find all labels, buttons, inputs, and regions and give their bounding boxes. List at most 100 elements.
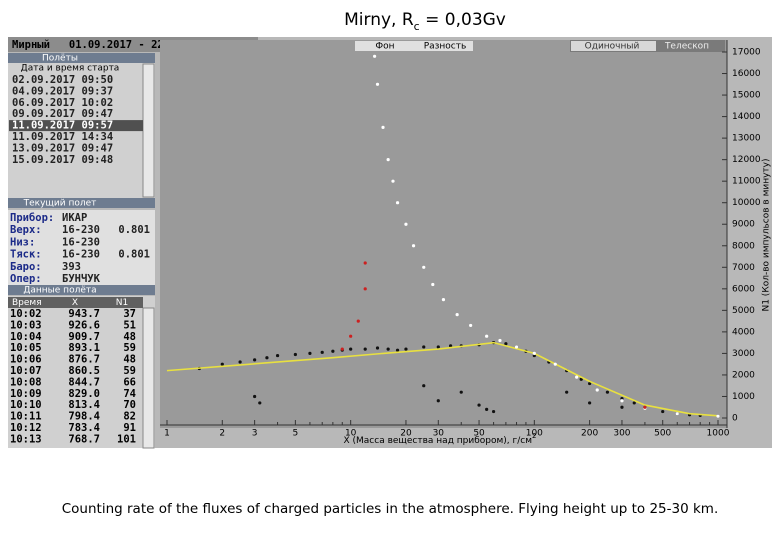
data-cell: 10:13: [10, 433, 42, 445]
data-cell: 10:04: [10, 331, 42, 343]
data-cell: 10:07: [10, 365, 42, 377]
page-title: Mirny, Rc = 0,03Gv: [344, 10, 506, 33]
data-point: [422, 384, 426, 388]
data-point: [643, 405, 647, 409]
data-point: [575, 375, 579, 379]
data-cell: 10:11: [10, 411, 42, 423]
cf-label: Тяск:: [10, 249, 42, 261]
data-point: [349, 347, 353, 351]
tab[interactable]: Разность: [424, 42, 467, 52]
data-point: [363, 261, 367, 265]
data-point: [565, 390, 569, 394]
mode-tab[interactable]: Одиночный: [585, 42, 640, 52]
title-sub: c: [414, 20, 420, 33]
data-point: [395, 348, 400, 352]
data-point: [404, 347, 408, 351]
data-cell: 860.5: [68, 365, 100, 377]
y-tick-label: 6000: [732, 284, 755, 294]
flight-row[interactable]: 13.09.2017 09:47: [12, 142, 113, 154]
data-cell: 10:09: [10, 388, 42, 400]
flight-row[interactable]: 09.09.2017 09:47: [12, 108, 113, 120]
flight-row[interactable]: 06.09.2017 10:02: [12, 97, 113, 109]
cf-value: 16-230: [62, 236, 100, 248]
data-cell: 829.0: [68, 388, 100, 400]
y-tick-label: 1000: [732, 392, 755, 402]
data-point: [485, 407, 489, 411]
x-tick-label: 5: [293, 429, 299, 439]
data-point: [373, 54, 377, 58]
data-cell: 59: [123, 365, 136, 377]
data-cell: 51: [123, 319, 136, 331]
x-tick-label: 1: [164, 429, 170, 439]
data-cell: 48: [123, 331, 136, 343]
caption: Counting rate of the fluxes of charged p…: [62, 501, 719, 517]
cf-label: Баро:: [10, 261, 42, 273]
y-tick-label: 13000: [732, 134, 761, 144]
x-label-sup: 2: [532, 432, 536, 440]
data-point: [386, 347, 390, 351]
mode-tab[interactable]: Телескоп: [664, 42, 709, 52]
flight-row[interactable]: 11.09.2017 09:57: [12, 120, 113, 132]
x-tick-label: 500: [654, 429, 671, 439]
data-cell: 74: [123, 388, 136, 400]
data-cell: 10:10: [10, 399, 42, 411]
x-tick-label: 100: [526, 429, 543, 439]
data-point: [320, 350, 324, 354]
cf-value: 16-230: [62, 249, 100, 261]
data-cell: 37: [123, 308, 136, 320]
data-cell: 10:05: [10, 342, 42, 354]
data-cell: 844.7: [68, 376, 100, 388]
x-axis-title: X (Масса вещества над прибором), г/см2: [343, 432, 536, 446]
data-cell: 783.4: [68, 422, 100, 434]
y-tick-label: 10000: [732, 198, 761, 208]
y-tick-label: 2000: [732, 370, 755, 380]
fit-line: [166, 341, 719, 417]
data-cell: 893.1: [68, 342, 100, 354]
column-header: X: [72, 298, 78, 308]
data-point: [363, 287, 367, 291]
section-title: Данные полёта: [23, 286, 96, 296]
x-tick-label: 3: [252, 429, 258, 439]
y-axis-title: N1 (Кол-во импульсов в минуту): [762, 158, 772, 311]
cf-value: 393: [62, 261, 81, 273]
table-header: [8, 297, 143, 308]
data-cell: 768.7: [68, 433, 100, 445]
cf-extra: 0.801: [118, 249, 150, 261]
scrollbar[interactable]: [142, 63, 155, 198]
cf-label: Прибор:: [10, 212, 54, 224]
data-point: [605, 390, 610, 394]
data-point: [411, 244, 416, 248]
y-tick-label: 15000: [732, 91, 761, 101]
data-point: [595, 388, 599, 392]
x-tick-label: 50: [473, 429, 485, 439]
data-point: [253, 358, 257, 362]
data-point: [375, 346, 380, 350]
y-tick-label: 7000: [732, 263, 755, 273]
flight-row[interactable]: 04.09.2017 09:37: [12, 85, 113, 97]
data-point: [477, 403, 481, 407]
data-point: [588, 401, 592, 405]
y-tick-label: 12000: [732, 155, 761, 165]
x-tick-label: 300: [613, 429, 630, 439]
flight-row[interactable]: 02.09.2017 09:50: [12, 74, 113, 86]
scrollbar[interactable]: [142, 307, 155, 449]
data-point: [220, 362, 224, 366]
flight-row[interactable]: 15.09.2017 09:48: [12, 154, 113, 166]
y-tick-label: 17000: [732, 48, 761, 58]
data-point: [422, 345, 426, 349]
plot-area: [160, 40, 727, 428]
flight-row[interactable]: 11.09.2017 14:34: [12, 131, 113, 143]
title-rest: = 0,03Gv: [420, 10, 506, 30]
data-point: [275, 353, 280, 358]
data-cell: 876.7: [68, 354, 100, 366]
cf-label: Низ:: [10, 236, 35, 248]
data-cell: 91: [123, 422, 136, 434]
data-cell: 101: [117, 433, 136, 445]
data-point: [395, 201, 400, 205]
data-point: [716, 414, 720, 418]
x-tick-label: 1000: [707, 429, 730, 439]
x-tick-label: 2: [219, 429, 225, 439]
column-header: N1: [116, 298, 128, 308]
tab[interactable]: Фон: [375, 42, 394, 52]
data-cell: 10:06: [10, 354, 42, 366]
